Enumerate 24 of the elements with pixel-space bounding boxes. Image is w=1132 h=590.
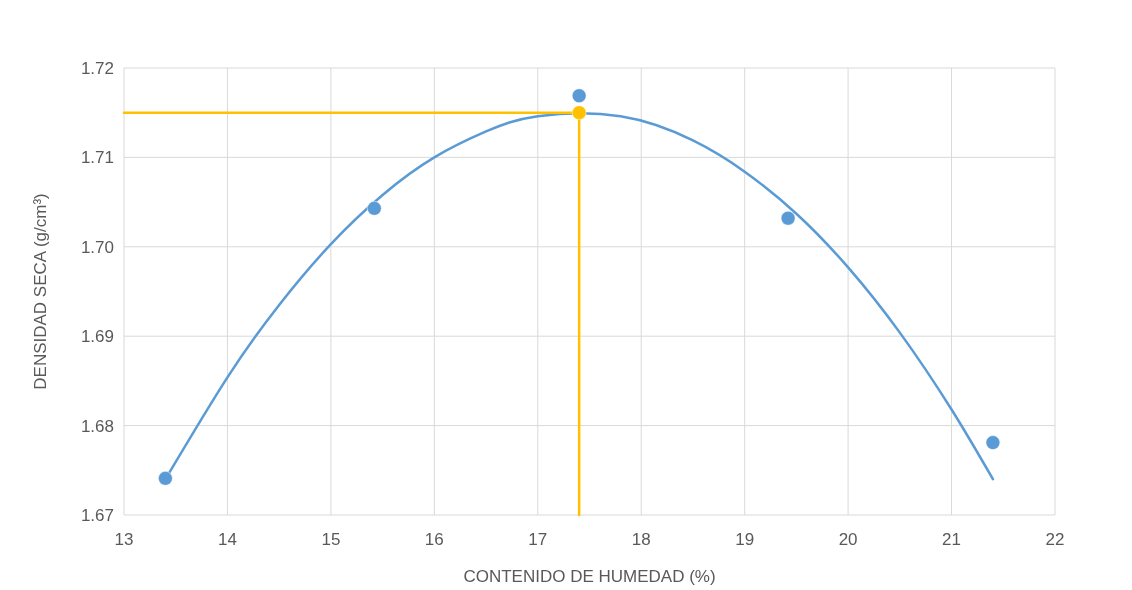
point (157, 470, 173, 486)
point (571, 105, 587, 121)
x-axis-title: CONTENIDO DE HUMEDAD (%) (463, 567, 716, 586)
x-tick-label: 16 (424, 530, 444, 549)
point (571, 88, 587, 104)
y-tick-label: 1.70 (80, 237, 114, 257)
x-tick-label: 15 (321, 530, 341, 549)
y-tick-label: 1.71 (80, 148, 114, 168)
y-tick-label: 1.72 (80, 58, 114, 78)
x-tick-label: 19 (735, 530, 755, 549)
x-tick-label: 14 (217, 530, 237, 549)
x-tick-label: 21 (942, 530, 962, 549)
y-axis-title: DENSIDAD SECA (g/cm³) (31, 193, 50, 390)
x-tick-label: 17 (528, 530, 548, 549)
x-tick-label: 18 (631, 530, 651, 549)
point (985, 435, 1001, 451)
y-tick-label: 1.68 (80, 416, 114, 436)
x-tick-label: 22 (1045, 530, 1065, 549)
point (366, 200, 382, 216)
x-tick-label: 13 (114, 530, 134, 549)
point (780, 210, 796, 226)
y-tick-label: 1.67 (80, 505, 114, 525)
x-tick-label: 20 (838, 530, 858, 549)
y-tick-label: 1.69 (80, 327, 114, 347)
